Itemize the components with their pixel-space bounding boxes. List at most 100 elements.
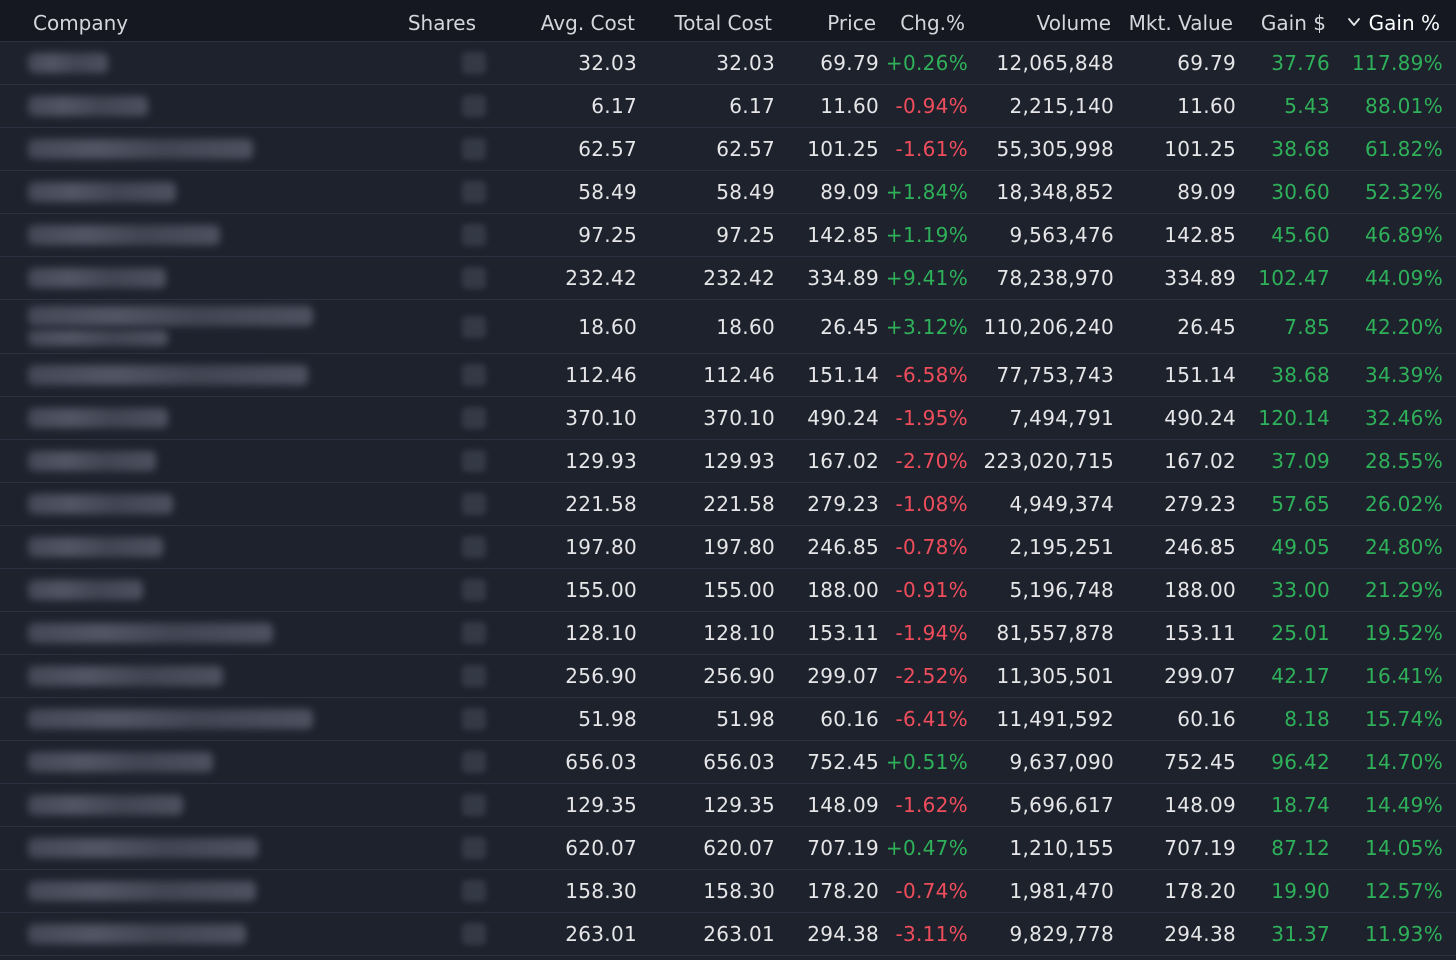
table-row[interactable]: 656.03 656.03 752.45 +0.51% 9,637,090 752.45 9… — [0, 741, 1456, 784]
table-row[interactable]: 129.93 129.93 167.02 -2.70% 223,020,715 167.0… — [0, 440, 1456, 483]
cell-price: 299.07 — [807, 664, 879, 688]
cell-price: 60.16 — [820, 707, 879, 731]
cell-gain-pct: 14.49% — [1364, 793, 1443, 817]
company-name-redacted — [28, 795, 183, 815]
table-row[interactable]: 232.42 232.42 334.89 +9.41% 78,238,970 334.89… — [0, 257, 1456, 300]
cell-mkt-value: 26.45 — [1177, 314, 1236, 339]
column-header-label: Avg. Cost — [540, 11, 635, 35]
cell-avg-cost: 370.10 — [565, 406, 637, 430]
column-header-shares[interactable]: Shares — [380, 0, 476, 42]
column-header-label: Chg.% — [900, 11, 965, 35]
column-header-gain-usd[interactable]: Gain $ — [1240, 0, 1326, 42]
cell-gain-usd: 87.12 — [1271, 836, 1330, 860]
cell-avg-cost: 97.25 — [578, 223, 637, 247]
cell-volume: 110,206,240 — [983, 314, 1114, 339]
column-header-label: Mkt. Value — [1128, 11, 1233, 35]
cell-gain-pct: 11.93% — [1364, 922, 1443, 946]
cell-chg: -1.08% — [895, 492, 968, 516]
company-name-redacted — [28, 330, 168, 346]
table-row[interactable]: 18.60 18.60 26.45 +3.12% 110,206,240 26.45 7.8… — [0, 300, 1456, 354]
shares-redacted — [462, 95, 486, 117]
chevron-down-icon — [1347, 18, 1360, 26]
table-row[interactable]: 62.57 62.57 101.25 -1.61% 55,305,998 101.25 38… — [0, 128, 1456, 171]
cell-avg-cost: 129.35 — [565, 793, 637, 817]
table-row[interactable]: 158.30 158.30 178.20 -0.74% 1,981,470 178.20 1… — [0, 870, 1456, 913]
cell-total-cost: 62.57 — [716, 137, 775, 161]
table-body: 32.03 32.03 69.79 +0.26% 12,065,848 69.79 37.7… — [0, 42, 1456, 956]
table-row[interactable]: 370.10 370.10 490.24 -1.95% 7,494,791 490.24 1… — [0, 397, 1456, 440]
cell-volume: 81,557,878 — [996, 621, 1114, 645]
cell-gain-usd: 18.74 — [1271, 793, 1330, 817]
cell-gain-usd: 57.65 — [1271, 492, 1330, 516]
table-row[interactable]: 32.03 32.03 69.79 +0.26% 12,065,848 69.79 37.7… — [0, 42, 1456, 85]
cell-mkt-value: 148.09 — [1164, 793, 1236, 817]
column-header-label: Price — [827, 11, 876, 35]
cell-price: 752.45 — [807, 750, 879, 774]
cell-mkt-value: 178.20 — [1164, 879, 1236, 903]
column-header-chg[interactable]: Chg.% — [880, 0, 965, 42]
shares-redacted — [462, 316, 486, 338]
cell-total-cost: 129.35 — [703, 793, 775, 817]
table-row[interactable]: 620.07 620.07 707.19 +0.47% 1,210,155 707.19 8… — [0, 827, 1456, 870]
table-row[interactable]: 58.49 58.49 89.09 +1.84% 18,348,852 89.09 30.6… — [0, 171, 1456, 214]
cell-volume: 9,829,778 — [1009, 922, 1114, 946]
cell-chg: -0.91% — [895, 578, 968, 602]
table-row[interactable]: 263.01 263.01 294.38 -3.11% 9,829,778 294.38 3… — [0, 913, 1456, 956]
cell-gain-pct: 15.74% — [1364, 707, 1443, 731]
table-row[interactable]: 128.10 128.10 153.11 -1.94% 81,557,878 153.11… — [0, 612, 1456, 655]
cell-chg: +1.84% — [885, 180, 968, 204]
shares-redacted — [462, 837, 486, 859]
table-row[interactable]: 256.90 256.90 299.07 -2.52% 11,305,501 299.07… — [0, 655, 1456, 698]
cell-avg-cost: 232.42 — [565, 266, 637, 290]
column-header-label: Gain % — [1368, 11, 1440, 35]
table-row[interactable]: 112.46 112.46 151.14 -6.58% 77,753,743 151.14… — [0, 354, 1456, 397]
column-header-total-cost[interactable]: Total Cost — [640, 0, 772, 42]
column-header-avg-cost[interactable]: Avg. Cost — [500, 0, 635, 42]
shares-redacted — [462, 622, 486, 644]
cell-avg-cost: 197.80 — [565, 535, 637, 559]
shares-redacted — [462, 708, 486, 730]
cell-price: 153.11 — [807, 621, 879, 645]
cell-total-cost: 51.98 — [716, 707, 775, 731]
cell-price: 707.19 — [807, 836, 879, 860]
cell-volume: 7,494,791 — [1009, 406, 1114, 430]
cell-chg: -0.74% — [895, 879, 968, 903]
cell-mkt-value: 167.02 — [1164, 449, 1236, 473]
table-row[interactable]: 221.58 221.58 279.23 -1.08% 4,949,374 279.23 5… — [0, 483, 1456, 526]
cell-volume: 11,491,592 — [996, 707, 1114, 731]
column-header-price[interactable]: Price — [780, 0, 876, 42]
cell-chg: -0.78% — [895, 535, 968, 559]
cell-price: 188.00 — [807, 578, 879, 602]
table-row[interactable]: 51.98 51.98 60.16 -6.41% 11,491,592 60.16 8.18… — [0, 698, 1456, 741]
column-header-label: Volume — [1036, 11, 1111, 35]
cell-volume: 2,215,140 — [1009, 94, 1114, 118]
company-name-redacted — [28, 537, 163, 557]
cell-volume: 1,210,155 — [1009, 836, 1114, 860]
cell-volume: 4,949,374 — [1009, 492, 1114, 516]
cell-volume: 78,238,970 — [996, 266, 1114, 290]
company-name-redacted — [28, 494, 173, 514]
cell-avg-cost: 620.07 — [565, 836, 637, 860]
column-header-mkt-value[interactable]: Mkt. Value — [1115, 0, 1233, 42]
cell-total-cost: 32.03 — [716, 51, 775, 75]
company-name-redacted — [28, 306, 313, 326]
table-row[interactable]: 197.80 197.80 246.85 -0.78% 2,195,251 246.85 4… — [0, 526, 1456, 569]
cell-volume: 18,348,852 — [996, 180, 1114, 204]
shares-redacted — [462, 450, 486, 472]
table-row[interactable]: 155.00 155.00 188.00 -0.91% 5,196,748 188.00 3… — [0, 569, 1456, 612]
cell-total-cost: 155.00 — [703, 578, 775, 602]
table-row[interactable]: 6.17 6.17 11.60 -0.94% 2,215,140 11.60 5.43 88.… — [0, 85, 1456, 128]
cell-chg: -1.94% — [895, 621, 968, 645]
cell-total-cost: 18.60 — [716, 314, 775, 339]
cell-chg: +3.12% — [885, 314, 968, 339]
cell-total-cost: 128.10 — [703, 621, 775, 645]
cell-total-cost: 129.93 — [703, 449, 775, 473]
shares-redacted — [462, 579, 486, 601]
cell-mkt-value: 69.79 — [1177, 51, 1236, 75]
table-row[interactable]: 97.25 97.25 142.85 +1.19% 9,563,476 142.85 45.… — [0, 214, 1456, 257]
cell-gain-pct: 32.46% — [1364, 406, 1443, 430]
column-header-volume[interactable]: Volume — [975, 0, 1111, 42]
column-header-company[interactable]: Company — [33, 0, 128, 42]
column-header-gain-pct[interactable]: Gain % — [1330, 0, 1440, 42]
table-row[interactable]: 129.35 129.35 148.09 -1.62% 5,696,617 148.09 1… — [0, 784, 1456, 827]
